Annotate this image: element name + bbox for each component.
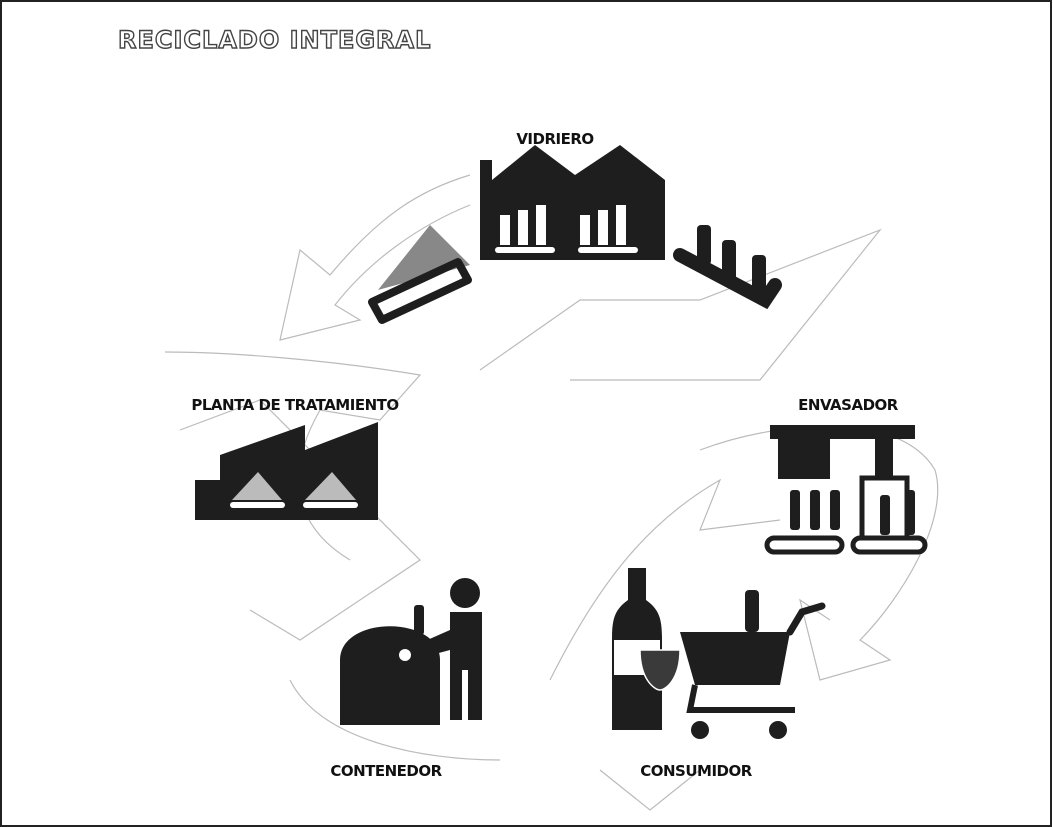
node-label: PLANTA DE TRATAMIENTO [191, 396, 398, 414]
node-label: CONTENEDOR [330, 762, 442, 780]
node-label: ENVASADOR [798, 396, 899, 414]
node-label: VIDRIERO [516, 130, 593, 148]
node-label: CONSUMIDOR [640, 762, 753, 780]
title: RECICLADO INTEGRAL [118, 26, 431, 54]
diagram: RECICLADO INTEGRAL [0, 0, 1053, 828]
